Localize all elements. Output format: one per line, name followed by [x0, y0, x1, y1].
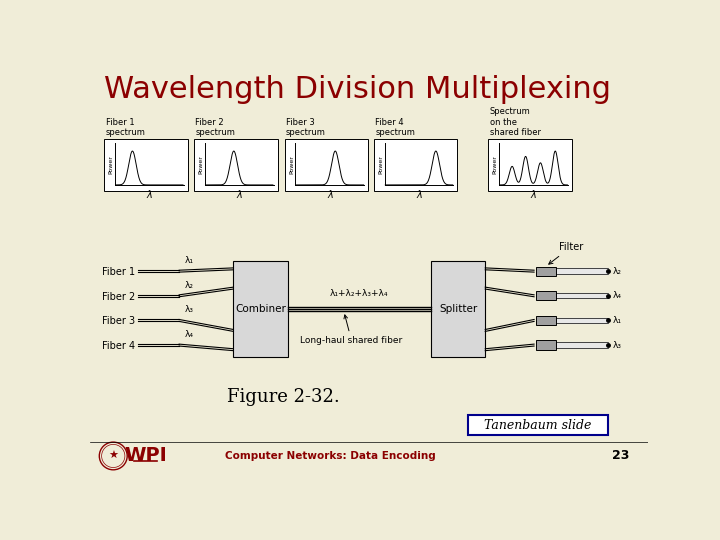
Text: Fiber 4
spectrum: Fiber 4 spectrum: [375, 118, 415, 137]
Circle shape: [102, 444, 125, 468]
Text: ★: ★: [108, 451, 118, 461]
Bar: [536, 267, 556, 276]
Text: λ₂: λ₂: [612, 267, 621, 275]
Text: Computer Networks: Data Encoding: Computer Networks: Data Encoding: [225, 451, 436, 461]
Text: λ: λ: [531, 190, 536, 200]
Text: λ₂: λ₂: [185, 281, 194, 289]
Text: Splitter: Splitter: [439, 304, 477, 314]
Text: λ₃: λ₃: [185, 305, 194, 314]
Text: Fiber 2
spectrum: Fiber 2 spectrum: [195, 118, 235, 137]
Text: Fiber 1: Fiber 1: [102, 267, 135, 277]
Text: Power: Power: [289, 154, 294, 173]
Text: Wavelength Division Multiplexing: Wavelength Division Multiplexing: [104, 75, 611, 104]
Text: Filter: Filter: [549, 242, 583, 264]
Bar: [194, 139, 277, 191]
Text: Fiber 3: Fiber 3: [102, 316, 135, 326]
Text: λ: λ: [236, 190, 242, 200]
Text: Long-haul shared fiber: Long-haul shared fiber: [300, 315, 402, 345]
Text: Fiber 4: Fiber 4: [102, 341, 135, 351]
Bar: [536, 340, 556, 350]
Text: λ₃: λ₃: [612, 341, 621, 349]
Text: λ: λ: [146, 190, 152, 200]
Text: Combiner: Combiner: [235, 304, 286, 314]
Text: Tanenbaum slide: Tanenbaum slide: [485, 418, 592, 431]
Bar: [468, 415, 608, 435]
Bar: [431, 261, 485, 357]
Text: 23: 23: [612, 449, 629, 462]
Bar: [284, 139, 368, 191]
Text: Power: Power: [492, 154, 498, 173]
Bar: [488, 139, 572, 191]
Bar: [536, 316, 556, 325]
Text: λ: λ: [327, 190, 333, 200]
Text: Power: Power: [198, 154, 203, 173]
Text: WPI: WPI: [125, 447, 167, 465]
Text: λ₁: λ₁: [185, 256, 194, 265]
Text: λ₄: λ₄: [612, 291, 621, 300]
Text: Fiber 3
spectrum: Fiber 3 spectrum: [286, 118, 326, 137]
Text: Fiber 1
spectrum: Fiber 1 spectrum: [106, 118, 145, 137]
Text: λ₄: λ₄: [185, 330, 194, 339]
Text: Power: Power: [109, 154, 114, 173]
Bar: [104, 139, 188, 191]
Bar: [233, 261, 287, 357]
Text: λ₁+λ₂+λ₃+λ₄: λ₁+λ₂+λ₃+λ₄: [330, 289, 389, 299]
Text: λ₁: λ₁: [612, 316, 621, 325]
Text: Figure 2-32.: Figure 2-32.: [228, 388, 340, 407]
Circle shape: [99, 442, 127, 470]
Bar: [536, 291, 556, 300]
Text: Spectrum
on the
shared fiber: Spectrum on the shared fiber: [490, 107, 541, 137]
Bar: [374, 139, 457, 191]
Text: Power: Power: [378, 154, 383, 173]
Text: λ: λ: [416, 190, 422, 200]
Text: Fiber 2: Fiber 2: [102, 292, 135, 301]
